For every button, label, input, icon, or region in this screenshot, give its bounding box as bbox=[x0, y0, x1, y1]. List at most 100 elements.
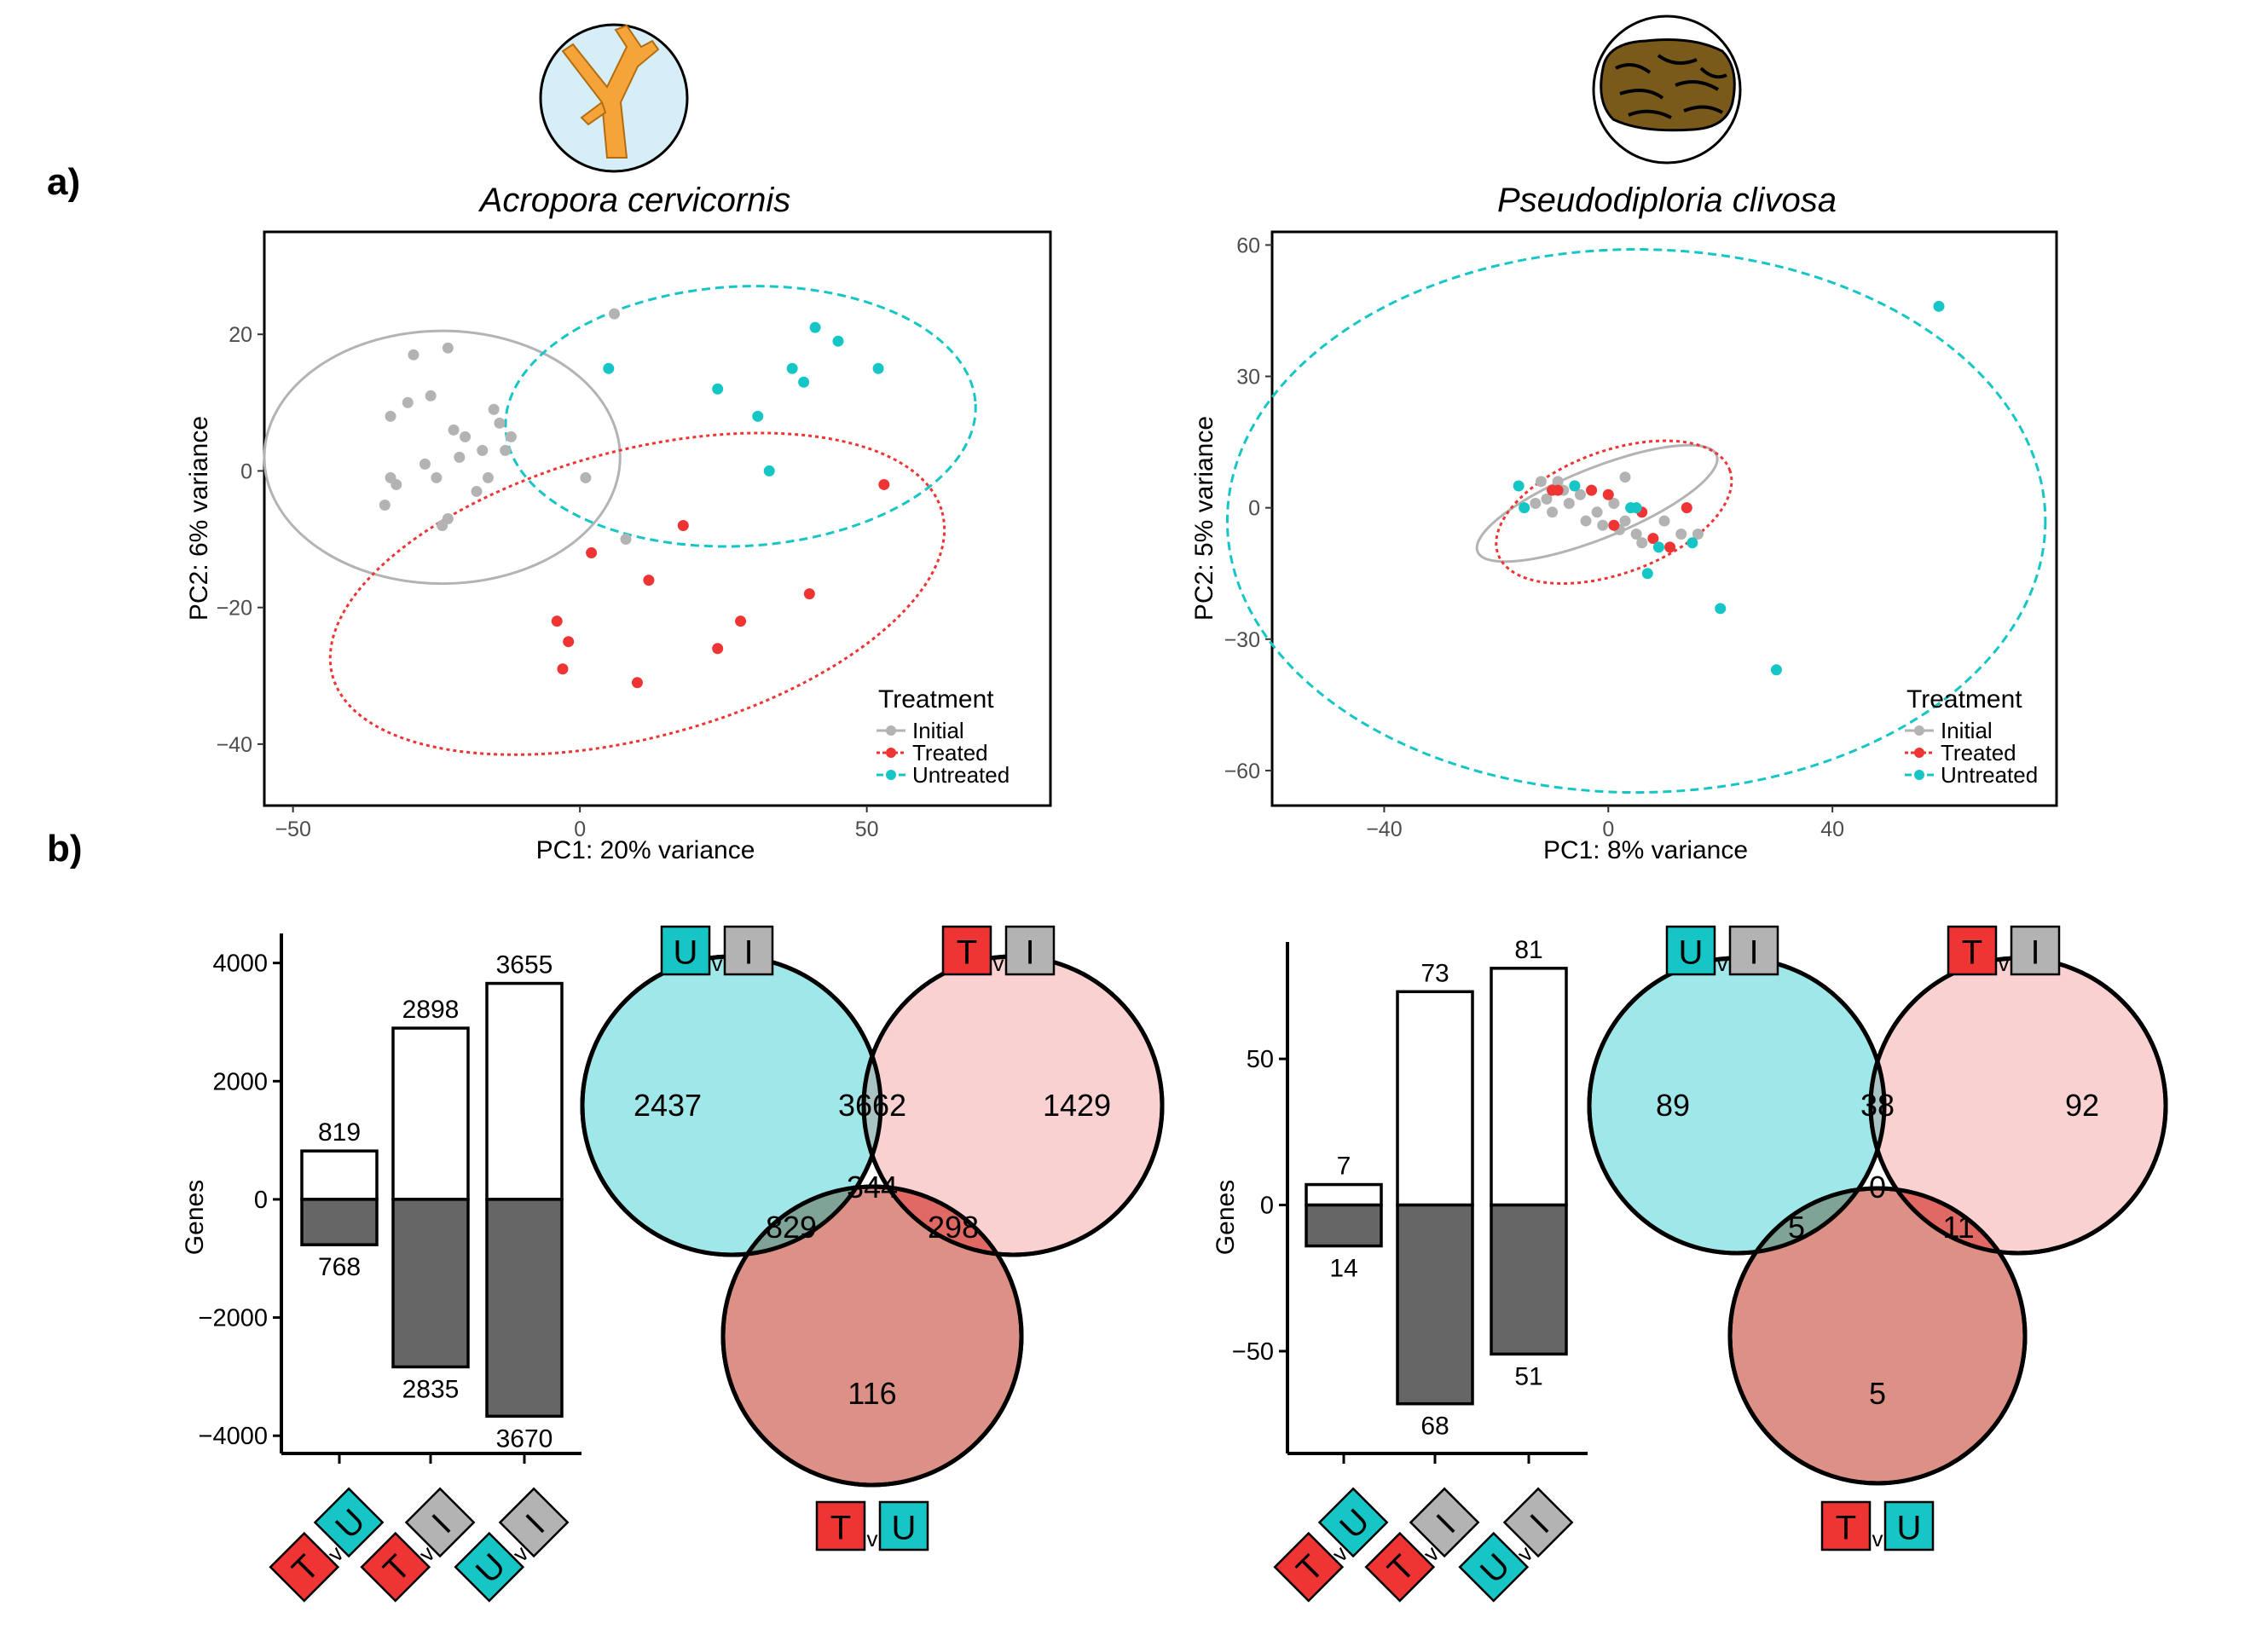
point-initial bbox=[1636, 537, 1648, 549]
versus-text: v bbox=[867, 1526, 878, 1551]
letter-box-U: U bbox=[660, 925, 711, 976]
point-initial bbox=[1608, 498, 1620, 510]
y-tick-label: 0 bbox=[254, 1187, 268, 1214]
point-initial bbox=[471, 485, 483, 497]
pair-label: TvU bbox=[269, 1487, 385, 1603]
letter-box-bg bbox=[1820, 1500, 1872, 1551]
svg-text:Initial: Initial bbox=[1941, 718, 1993, 743]
point-untreated bbox=[1715, 603, 1727, 615]
point-treated bbox=[1664, 541, 1676, 553]
plot-frame bbox=[263, 230, 1052, 807]
bar-up-UvI bbox=[485, 981, 564, 1201]
point-treated bbox=[551, 615, 563, 627]
point-initial bbox=[1597, 519, 1609, 531]
letter-box-bg bbox=[1665, 925, 1716, 976]
point-untreated bbox=[1513, 480, 1525, 492]
x-tick-label: 0 bbox=[1602, 818, 1614, 841]
point-untreated bbox=[872, 362, 884, 374]
letter-box-text: I bbox=[1749, 934, 1758, 972]
point-initial bbox=[1619, 515, 1631, 527]
legend-title: Treatment bbox=[878, 685, 994, 714]
letter-box-bg bbox=[941, 925, 992, 976]
confidence-ellipse-treated bbox=[328, 431, 946, 756]
y-tick-label: 50 bbox=[1247, 1046, 1274, 1073]
x-tick-label: −50 bbox=[275, 818, 310, 841]
point-untreated bbox=[1770, 664, 1782, 676]
point-initial bbox=[500, 444, 512, 456]
bar-chart-acropora: 819 768 2898 2835 3655 3670 4000 2000 0 −2000 −40… bbox=[181, 933, 581, 1603]
venn-count-TvU-only: 116 bbox=[848, 1376, 896, 1411]
bar-down-label: 68 bbox=[1420, 1413, 1449, 1441]
point-untreated bbox=[832, 335, 844, 347]
letter-box-bg bbox=[269, 1531, 340, 1603]
letter-box-U: U bbox=[878, 1500, 929, 1551]
x-category-label-TvI: TvI bbox=[1364, 1487, 1480, 1603]
species-title-2: Pseudodiploria clivosa bbox=[1497, 182, 1837, 219]
svg-text:Untreated: Untreated bbox=[1941, 762, 2038, 788]
bar-down-label: 3670 bbox=[496, 1424, 553, 1453]
pair-label: TvU bbox=[1273, 1487, 1389, 1603]
x-category-label-UvI: UvI bbox=[1458, 1487, 1574, 1603]
letter-box-I: I bbox=[1728, 925, 1779, 976]
point-initial bbox=[1619, 471, 1631, 483]
letter-box-T: T bbox=[815, 1500, 866, 1551]
letter-box-I: I bbox=[723, 925, 774, 976]
point-treated bbox=[712, 643, 724, 655]
letter-box-text: I bbox=[743, 934, 753, 972]
point-initial bbox=[505, 430, 517, 442]
letter-box-bg bbox=[1004, 925, 1056, 976]
letter-box-text: U bbox=[1679, 934, 1704, 972]
bar-down-TvU bbox=[1305, 1203, 1383, 1248]
versus-text: v bbox=[993, 951, 1004, 976]
bar-down-TvU bbox=[300, 1198, 379, 1246]
y-tick-label: 20 bbox=[229, 323, 252, 347]
y-tick-label: −20 bbox=[217, 597, 252, 621]
letter-box-bg bbox=[1317, 1487, 1389, 1558]
letter-box-I: I bbox=[2010, 925, 2061, 976]
point-initial bbox=[488, 403, 500, 415]
y-axis-title: PC2: 6% variance bbox=[185, 416, 213, 621]
point-treated bbox=[563, 636, 575, 648]
point-untreated bbox=[1630, 502, 1642, 514]
letter-box-bg bbox=[2010, 925, 2061, 976]
point-treated bbox=[586, 547, 598, 559]
y-tick-label: 0 bbox=[1260, 1193, 1274, 1220]
letter-box-text: U bbox=[674, 934, 698, 972]
y-tick-label: 0 bbox=[240, 459, 252, 483]
confidence-ellipse-untreated bbox=[504, 285, 977, 548]
point-initial bbox=[454, 451, 466, 463]
y-tick-label: −2000 bbox=[199, 1305, 268, 1332]
versus-text: v bbox=[1872, 1526, 1883, 1551]
venn-count-UvI-only: 89 bbox=[1656, 1088, 1690, 1123]
y-axis-title: Genes bbox=[181, 1180, 209, 1255]
letter-box-bg bbox=[878, 1500, 929, 1551]
x-tick-label: 0 bbox=[574, 818, 586, 841]
point-untreated bbox=[1933, 300, 1945, 312]
bar-up-UvI bbox=[1490, 967, 1568, 1207]
x-tick-label: −40 bbox=[1366, 818, 1402, 841]
legend-item-treated: Treated bbox=[877, 740, 988, 766]
point-treated bbox=[1547, 484, 1559, 496]
x-category-label-TvU: TvU bbox=[1273, 1487, 1389, 1603]
point-treated bbox=[643, 575, 655, 586]
legend-item-treated: Treated bbox=[1905, 740, 2016, 766]
x-category-label-TvI: TvI bbox=[360, 1487, 476, 1603]
panel-label-a: a) bbox=[47, 161, 80, 203]
versus-text: v bbox=[712, 951, 723, 976]
point-treated bbox=[735, 615, 747, 627]
point-initial bbox=[402, 396, 414, 408]
point-initial bbox=[1563, 498, 1575, 510]
venn-count-all: 0 bbox=[1869, 1170, 1886, 1205]
letter-box-I: I bbox=[1004, 925, 1056, 976]
point-initial bbox=[1552, 476, 1564, 488]
versus-text: v bbox=[1717, 951, 1728, 976]
svg-text:Untreated: Untreated bbox=[912, 762, 1010, 788]
point-initial bbox=[1530, 498, 1542, 510]
legend-item-initial: Initial bbox=[1905, 718, 1993, 743]
letter-box-bg bbox=[1728, 925, 1779, 976]
point-untreated bbox=[712, 383, 724, 395]
